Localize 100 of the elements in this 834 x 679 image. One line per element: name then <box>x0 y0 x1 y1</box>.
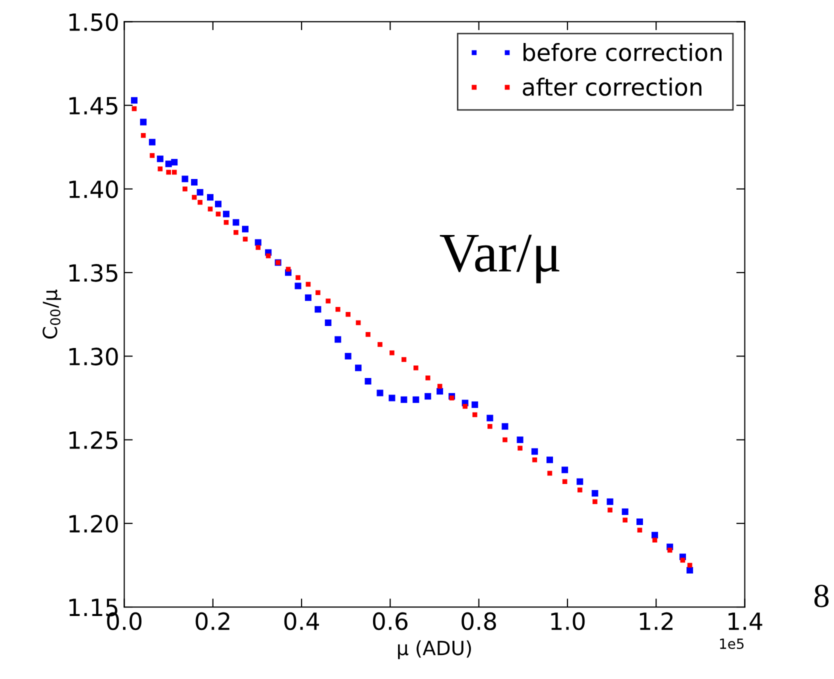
point <box>156 156 164 162</box>
point <box>686 566 694 574</box>
point <box>208 206 213 212</box>
point <box>667 548 672 553</box>
point <box>182 186 188 192</box>
point <box>216 212 221 216</box>
legend-label: before correction <box>524 42 722 62</box>
x-tick-label: 0.8 <box>462 612 496 630</box>
text: 8 <box>814 584 829 608</box>
point <box>502 437 508 442</box>
point <box>130 97 138 104</box>
x-tick-label: 0.4 <box>284 612 319 630</box>
legend-label: after correction <box>522 78 702 96</box>
point <box>488 424 492 429</box>
point <box>412 396 420 403</box>
point <box>256 245 261 250</box>
point <box>562 466 568 474</box>
point <box>335 306 340 312</box>
point <box>608 508 612 512</box>
y-axis-title: C$_{00}$/μ <box>42 290 62 339</box>
y-tick-label: 1.45 <box>69 97 118 115</box>
x-tick-label: 1.0 <box>551 612 585 630</box>
point <box>622 518 628 522</box>
point <box>376 390 384 396</box>
point <box>652 538 658 543</box>
point <box>346 312 350 317</box>
y-tick-label: 1.20 <box>69 514 118 533</box>
point <box>324 319 332 326</box>
point <box>390 350 394 356</box>
y-tick-label: 1.40 <box>69 180 118 198</box>
point <box>516 436 524 444</box>
point <box>424 393 432 400</box>
point <box>232 219 240 226</box>
point <box>222 210 230 218</box>
x-axis-title: μ (ADU) <box>398 640 471 660</box>
x-tick-label: 0.6 <box>372 612 408 630</box>
point <box>198 200 202 205</box>
point <box>140 118 147 126</box>
point <box>326 298 331 304</box>
point <box>196 189 204 196</box>
point <box>425 376 430 380</box>
point <box>148 138 156 146</box>
point <box>400 396 408 403</box>
y-tick-label: 1.35 <box>69 264 118 282</box>
point <box>242 236 248 242</box>
point <box>577 488 582 492</box>
y-tick-label: 1.30 <box>69 348 118 366</box>
point <box>234 230 238 235</box>
point <box>314 306 322 313</box>
point <box>622 508 628 515</box>
point <box>436 388 444 395</box>
point <box>316 290 320 296</box>
point <box>158 166 163 172</box>
point <box>546 456 554 464</box>
point <box>242 226 249 232</box>
point <box>592 499 598 504</box>
point <box>266 253 271 258</box>
point <box>462 404 468 409</box>
point <box>472 401 478 408</box>
point <box>518 446 522 451</box>
point <box>166 170 171 175</box>
point <box>562 479 568 484</box>
point <box>254 239 262 246</box>
point <box>532 457 538 462</box>
point <box>214 200 222 208</box>
point <box>531 448 538 455</box>
point <box>334 336 342 343</box>
point <box>172 170 177 175</box>
annotation: Var/μ <box>440 234 560 284</box>
point <box>296 275 300 280</box>
x-tick-label: 1.2 <box>640 612 673 630</box>
y-tick-label: 1.50 <box>69 13 118 32</box>
x-tick-label: 0.2 <box>196 612 230 630</box>
point <box>355 364 362 372</box>
point <box>388 394 396 402</box>
point <box>182 176 188 182</box>
point <box>140 133 146 138</box>
point <box>472 412 478 418</box>
text: 1e5 <box>720 638 744 650</box>
point <box>413 365 418 370</box>
point <box>378 342 382 347</box>
point <box>191 179 198 186</box>
point <box>402 357 406 362</box>
point <box>224 220 229 225</box>
point <box>206 194 214 201</box>
point <box>364 378 372 385</box>
point <box>636 518 643 525</box>
point <box>502 423 508 430</box>
y-tick-label: 1.25 <box>69 431 118 450</box>
point <box>304 294 312 301</box>
x-tick-label: 1.4 <box>728 612 762 630</box>
point <box>344 352 352 360</box>
point <box>637 528 642 533</box>
point <box>294 282 302 290</box>
point <box>150 153 155 158</box>
point <box>576 478 584 485</box>
point <box>171 158 178 166</box>
point <box>606 498 614 505</box>
point <box>449 396 454 400</box>
point <box>592 490 598 497</box>
